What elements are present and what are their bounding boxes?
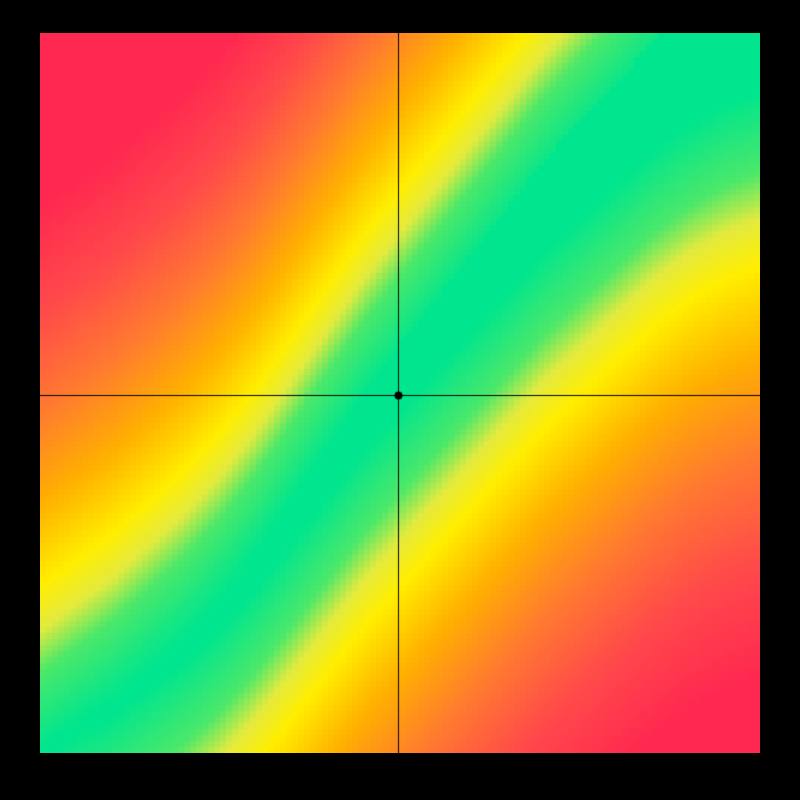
- heatmap-plot: [40, 33, 760, 753]
- watermark-text: TheBottleneck.com: [614, 6, 780, 27]
- crosshair-overlay: [40, 33, 760, 753]
